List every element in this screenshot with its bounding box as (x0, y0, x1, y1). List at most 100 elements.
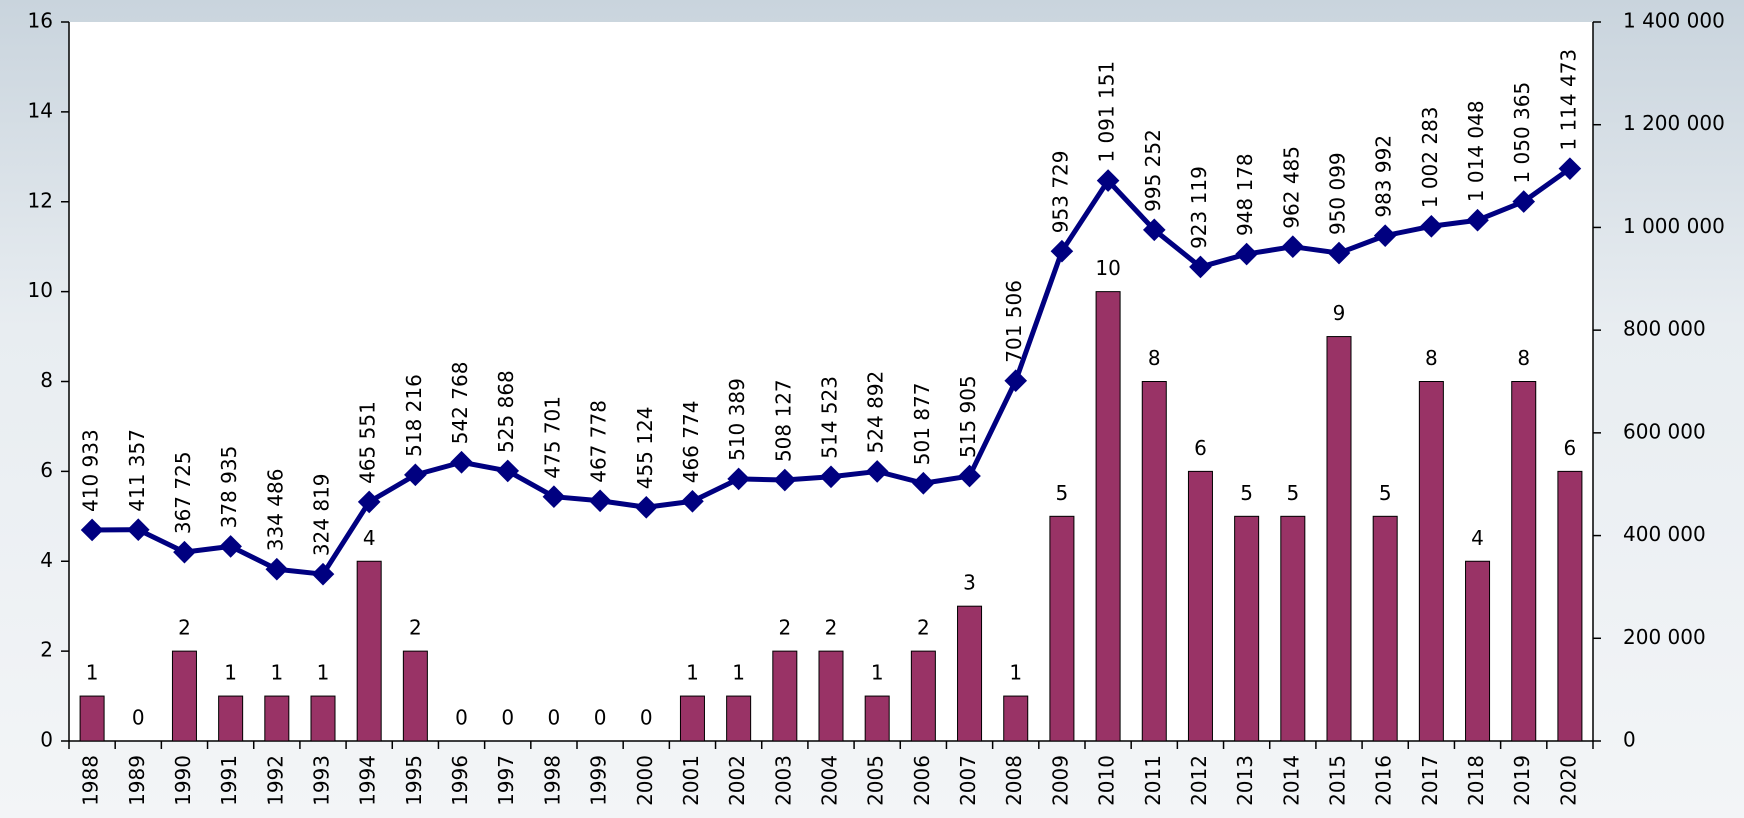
bar (1326, 336, 1352, 742)
bar-label: 0 (640, 706, 653, 730)
bar (1372, 515, 1398, 742)
line-label: 367 725 (171, 451, 195, 534)
x-tick-label: 2014 (1279, 755, 1303, 806)
bar-label: 1 (317, 661, 330, 685)
y-tick-label: 0 (40, 728, 53, 752)
line-marker (681, 489, 704, 513)
y-tick-label: 6 (40, 458, 53, 482)
bar (1049, 515, 1075, 742)
x-tick-label: 1989 (125, 755, 149, 806)
bar (356, 560, 382, 742)
line-marker (450, 450, 473, 474)
x-tick-label: 1993 (310, 755, 334, 806)
x-tick-label: 2009 (1048, 755, 1072, 806)
bar (1187, 470, 1213, 742)
bar-label: 5 (1379, 481, 1392, 505)
bar-label: 1 (732, 661, 745, 685)
x-tick-label: 2005 (864, 755, 888, 806)
bar-label: 0 (132, 706, 145, 730)
x-tick-label: 2016 (1372, 755, 1396, 806)
line-marker (727, 467, 750, 491)
line-label: 962 485 (1279, 146, 1303, 229)
x-tick-label: 1994 (356, 755, 380, 806)
line-label: 983 992 (1372, 135, 1396, 218)
bar (1141, 381, 1167, 742)
line-label: 524 892 (864, 371, 888, 454)
x-tick-label: 1990 (171, 755, 195, 806)
x-tick-label: 2018 (1464, 755, 1488, 806)
bar-label: 1 (1009, 661, 1022, 685)
line-label: 467 778 (587, 400, 611, 483)
y-tick-label: 4 (40, 548, 53, 572)
line-label: 1 091 151 (1095, 61, 1119, 163)
x-tick-label: 2017 (1418, 755, 1442, 806)
line-marker (542, 485, 566, 509)
line-marker (265, 557, 289, 581)
bar-label: 8 (1425, 346, 1438, 370)
bar-label: 2 (178, 616, 191, 640)
bar (864, 695, 890, 742)
bar (1557, 470, 1583, 742)
x-tick-label: 2020 (1556, 755, 1580, 806)
x-tick-label: 1999 (587, 755, 611, 806)
bar (818, 650, 844, 742)
x-tick-label: 2004 (818, 755, 842, 806)
y2-tick-label: 0 (1623, 728, 1636, 752)
bar (1234, 515, 1260, 742)
line-label: 518 216 (402, 374, 426, 457)
line-label: 410 933 (79, 429, 103, 512)
x-tick-label: 2001 (679, 755, 703, 806)
bar (1465, 560, 1491, 742)
bar-label: 1 (270, 661, 283, 685)
y-tick-label: 16 (28, 9, 53, 33)
bar (726, 695, 752, 742)
line-label: 334 486 (263, 468, 287, 551)
line-label: 411 357 (125, 429, 149, 512)
line-marker (80, 518, 104, 542)
bar (957, 605, 983, 742)
bar (1418, 381, 1444, 742)
x-tick-label: 2007 (956, 755, 980, 806)
x-tick-label: 1996 (448, 755, 472, 806)
x-tick-label: 1997 (494, 755, 518, 806)
bar-label: 5 (1056, 481, 1069, 505)
bar (264, 695, 290, 742)
bar (679, 695, 705, 742)
line-label: 475 701 (540, 396, 564, 479)
line-label: 501 877 (910, 383, 934, 466)
x-tick-label: 2002 (725, 755, 749, 806)
y-tick-label: 10 (28, 278, 53, 302)
line-marker (958, 464, 981, 488)
bar-label: 0 (548, 706, 561, 730)
x-tick-label: 2019 (1510, 755, 1534, 806)
bar-label: 0 (455, 706, 468, 730)
bar-label: 1 (871, 661, 884, 685)
bar-label: 10 (1095, 256, 1120, 280)
x-tick-label: 2000 (633, 755, 657, 806)
bar (1095, 291, 1121, 742)
x-tick-label: 2012 (1187, 755, 1211, 806)
line-label: 1 114 473 (1556, 49, 1580, 151)
bar-label: 5 (1286, 481, 1299, 505)
bar (218, 695, 244, 742)
line-marker (588, 489, 612, 513)
line-marker (912, 471, 935, 495)
y2-tick-label: 200 000 (1623, 625, 1706, 649)
bar-label: 8 (1517, 346, 1530, 370)
x-tick-label: 2010 (1095, 755, 1119, 806)
line-marker (865, 460, 889, 483)
y-tick-label: 2 (40, 638, 53, 662)
y2-tick-label: 1 000 000 (1623, 214, 1725, 238)
y2-tick-label: 1 200 000 (1623, 111, 1725, 135)
line-label: 953 729 (1048, 150, 1072, 233)
x-tick-label: 1988 (79, 755, 103, 806)
line-label: 701 506 (1002, 280, 1026, 363)
bar-label: 1 (86, 661, 99, 685)
bar (402, 650, 428, 742)
x-tick-label: 2003 (771, 755, 795, 806)
bar (1003, 695, 1029, 742)
bar-label: 6 (1564, 436, 1577, 460)
line-label: 948 178 (1233, 153, 1257, 236)
bar-label: 1 (224, 661, 237, 685)
